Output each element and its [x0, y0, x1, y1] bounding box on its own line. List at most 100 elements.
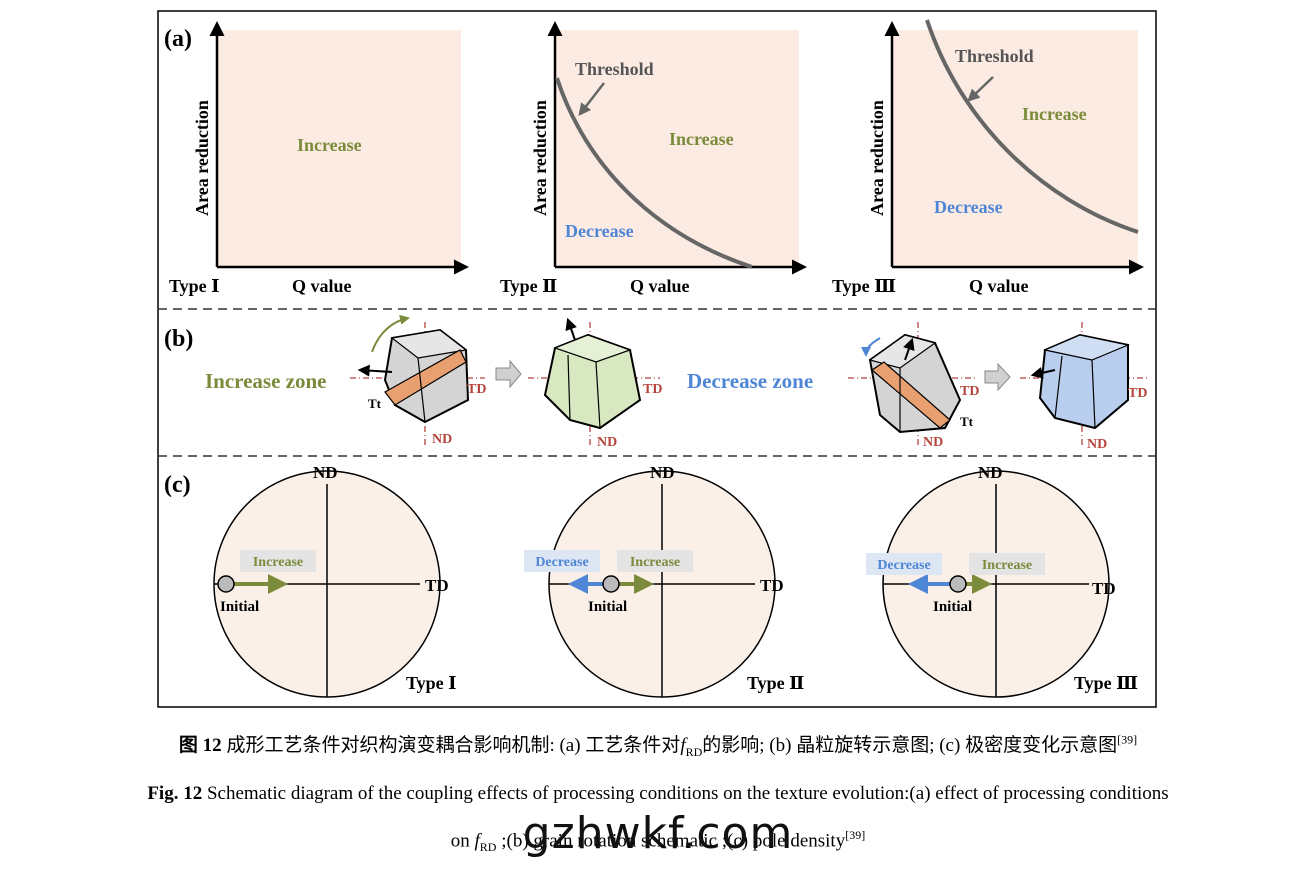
panel-b: (b) Increase zone TD ND Tt TD [164, 314, 1148, 452]
normal-arrow-b2 [565, 317, 577, 341]
increase-label-a3: Increase [1022, 104, 1087, 124]
xlabel-3: Q value [969, 276, 1029, 296]
xlabel-1: Q value [292, 276, 352, 296]
figure-frame [157, 10, 1157, 708]
td-label-b3: TD [960, 384, 979, 399]
caption-en-label: Fig. 12 [147, 783, 203, 804]
td-label-c3: TD [1092, 579, 1116, 598]
nd-label-b4: ND [1087, 437, 1107, 452]
watermark: gzhwkf.com [522, 808, 794, 859]
td-label-c1: TD [425, 576, 449, 595]
ylabel-2: Area reduction [530, 100, 550, 216]
decrease-label-c2: Decrease [535, 555, 588, 570]
nd-label-b3: ND [923, 435, 943, 450]
type-label-a3: Type Ⅲ [832, 276, 896, 296]
plot-type-1: Area reduction Type Ⅰ Q value Increase [169, 21, 469, 296]
rotation-arrow-cw [371, 314, 410, 353]
tt-label-b3: Tt [960, 414, 974, 429]
caption-cn-sub: RD [685, 744, 703, 759]
cube-increase-initial [350, 314, 485, 445]
td-label-b1: TD [467, 382, 486, 397]
ylabel-1: Area reduction [192, 100, 212, 216]
type-label-c2: Type Ⅱ [747, 673, 804, 693]
td-label-c2: TD [760, 576, 784, 595]
normal-arrow-b4 [1030, 367, 1056, 379]
orange-band-b1 [384, 349, 467, 406]
initial-point-c1 [217, 575, 235, 593]
decrease-label-a3: Decrease [934, 197, 1003, 217]
caption-en-text-2b: ;(b) grain rotation schematic ;(c) pole … [501, 830, 846, 852]
ylabel-3: Area reduction [867, 100, 887, 216]
nd-label-c3: ND [978, 463, 1003, 482]
decrease-zone-label: Decrease zone [687, 369, 813, 393]
cube-decrease-initial [848, 322, 978, 448]
transition-arrow-2 [984, 362, 1011, 392]
threshold-label-2: Threshold [575, 59, 654, 79]
orange-band-b3 [871, 361, 951, 429]
increase-zone-label: Increase zone [205, 369, 327, 393]
panel-b-label: (b) [164, 326, 193, 352]
increase-label-c3: Increase [982, 558, 1032, 573]
plot-area-1 [217, 30, 461, 267]
caption-cn-text-1: 成形工艺条件对织构演变耦合影响机制: (a) 工艺条件对 [226, 735, 681, 756]
tt-label-b1: Tt [368, 396, 382, 411]
threshold-curve-2 [555, 77, 753, 269]
caption-english-line-2: on fRD ;(b) grain rotation schematic ;(c… [0, 828, 1316, 855]
decrease-box-c2 [524, 550, 600, 572]
increase-label-a2: Increase [669, 129, 734, 149]
normal-arrow-b1 [357, 364, 393, 377]
nd-label-b1: ND [432, 432, 452, 447]
initial-label-c2: Initial [588, 599, 627, 615]
panel-a-label: (a) [164, 26, 192, 52]
threshold-label-3: Threshold [955, 46, 1034, 66]
increase-label-c2: Increase [630, 555, 680, 570]
increase-box-c3 [969, 553, 1045, 575]
panel-a: (a) Area reduction Type Ⅰ Q value Increa… [164, 19, 1144, 296]
increase-label-c1: Increase [253, 555, 303, 570]
type-label-c3: Type Ⅲ [1074, 673, 1138, 693]
type-label-a2: Type Ⅱ [500, 276, 557, 296]
pole-figure-3: Decrease Increase [866, 470, 1110, 698]
plot-type-2: Threshold Area reduction Increase Decrea… [500, 21, 807, 296]
threshold-pointer-2 [578, 82, 605, 116]
caption-english-line-1: Fig. 12 Schematic diagram of the couplin… [0, 783, 1316, 805]
decrease-label-c3: Decrease [877, 558, 930, 573]
initial-point-c2 [602, 575, 620, 593]
rotation-arrow-ccw [861, 337, 881, 357]
cube-increase-rotated [528, 317, 660, 448]
initial-label-c3: Initial [933, 599, 972, 615]
decrease-label-a2: Decrease [565, 221, 634, 241]
panel-c: (c) Increase ND TD Initial Type Ⅰ Decrea… [164, 463, 1138, 698]
td-label-b4: TD [1128, 386, 1147, 401]
td-label-b2: TD [643, 382, 662, 397]
decrease-box-c3 [866, 553, 942, 575]
cube-decrease-rotated [1020, 322, 1148, 448]
caption-cn-ref: [39] [1117, 732, 1138, 747]
threshold-curve-3 [925, 19, 1139, 234]
caption-cn-text-2: 的影响; (b) 晶粒旋转示意图; (c) 极密度变化示意图 [702, 735, 1118, 756]
normal-arrow-b3 [903, 337, 915, 361]
increase-box-c1 [240, 550, 316, 572]
caption-en-f: f [474, 830, 480, 852]
plot-area-2 [555, 30, 799, 267]
increase-label-a1: Increase [297, 135, 362, 155]
nd-label-c2: ND [650, 463, 675, 482]
type-label-a1: Type Ⅰ [169, 276, 220, 296]
panel-c-label: (c) [164, 472, 191, 498]
pole-figure-2: Decrease Increase [524, 470, 776, 698]
plot-type-3: Threshold Area reduction Increase Decrea… [832, 19, 1144, 296]
threshold-pointer-3 [967, 76, 994, 102]
caption-cn-label: 图 12 [178, 735, 222, 756]
grain-top-b1 [390, 329, 468, 359]
initial-point-c3 [949, 575, 967, 593]
increase-box-c2 [617, 550, 693, 572]
pole-figure-1: Increase [213, 470, 441, 698]
caption-en-text-2a: on [450, 830, 470, 852]
caption-en-text-1: Schematic diagram of the coupling effect… [206, 783, 1169, 804]
initial-label-c1: Initial [220, 599, 259, 615]
caption-cn-f: f [680, 735, 686, 756]
type-label-c1: Type Ⅰ [406, 673, 457, 693]
xlabel-2: Q value [630, 276, 690, 296]
nd-label-b2: ND [597, 435, 617, 450]
